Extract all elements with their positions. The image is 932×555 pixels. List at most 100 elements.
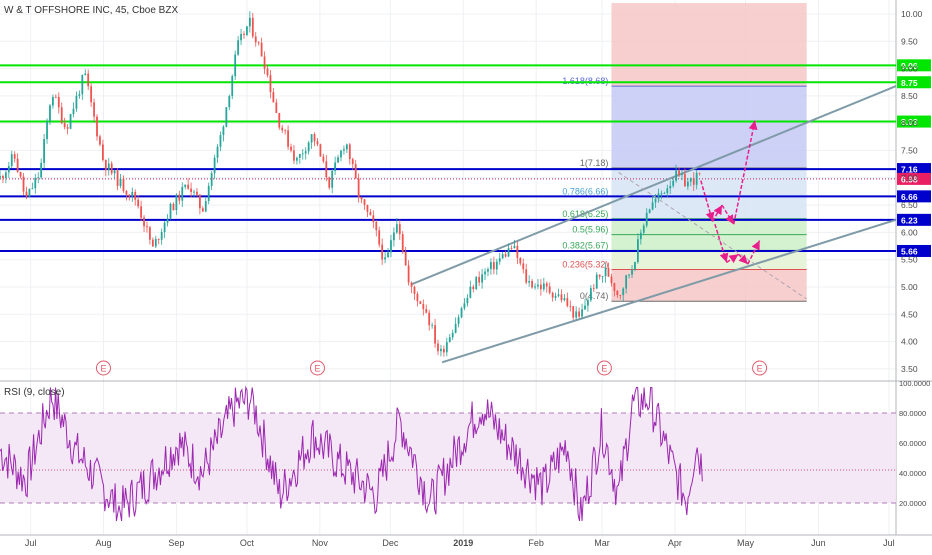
- candle-body: [0, 175, 1, 178]
- price-axis-tick-label: 9.50: [901, 36, 918, 46]
- candle-body: [375, 222, 378, 231]
- time-axis-tick-label: Oct: [240, 538, 255, 548]
- time-axis-tick-label: Sep: [168, 538, 184, 548]
- candle-body: [84, 73, 87, 75]
- earnings-event-marker[interactable]: [752, 360, 768, 376]
- candle-body: [416, 293, 419, 302]
- time-axis-tick-label: Dec: [382, 538, 399, 548]
- candle-body: [101, 144, 104, 160]
- candle-body: [537, 284, 539, 287]
- scenario-arrow[interactable]: [721, 204, 735, 225]
- candle-body: [357, 178, 360, 198]
- level-price-tag-text: 7.16: [901, 165, 918, 175]
- candle-body: [298, 153, 301, 158]
- price-axis-tick-label: 8.00: [901, 118, 918, 128]
- channel-line[interactable]: [441, 218, 897, 364]
- level-price-tag-text: 8.03: [901, 117, 918, 127]
- candle-body: [104, 159, 107, 171]
- rsi-axis-tick-label: 20.0000: [899, 499, 926, 508]
- level-price-tag: [897, 76, 931, 89]
- candle-body: [140, 206, 143, 218]
- candle-body: [72, 108, 75, 115]
- earnings-event-marker[interactable]: [596, 360, 612, 376]
- candle-body: [7, 166, 10, 173]
- scenario-arrow[interactable]: [726, 253, 739, 264]
- candle-body: [675, 170, 678, 181]
- candle-body: [19, 171, 22, 177]
- candle-body: [534, 286, 536, 288]
- candle-body: [378, 230, 381, 245]
- candle-body: [78, 94, 81, 96]
- candle-body: [301, 153, 304, 155]
- scenario-arrow[interactable]: [747, 240, 761, 265]
- candle-body: [207, 185, 210, 202]
- price-axis-tick-label: 3.50: [901, 364, 918, 374]
- candle-body: [228, 95, 231, 108]
- candle-body: [137, 199, 140, 207]
- candle-body: [146, 226, 148, 228]
- candle-body: [90, 86, 93, 103]
- candle-body: [69, 114, 72, 129]
- candle-body: [119, 178, 122, 187]
- fib-zone: [611, 269, 807, 302]
- candle-body: [196, 191, 198, 195]
- candle-body: [607, 268, 610, 277]
- rsi-axis-tick-label: 40.0000: [899, 469, 926, 478]
- candle-body: [193, 191, 195, 193]
- candle-body: [557, 294, 560, 296]
- candle-body: [545, 283, 548, 287]
- candle-body: [54, 96, 57, 98]
- candle-body: [157, 238, 160, 240]
- scenario-arrow[interactable]: [700, 180, 715, 222]
- candle-body: [354, 164, 357, 179]
- candle-body: [589, 288, 592, 301]
- price-axis-tick-label: 4.50: [901, 309, 918, 319]
- time-axis-tick-label: May: [737, 538, 755, 548]
- earnings-event-label: E: [757, 364, 763, 374]
- price-axis-tick-label: 10.00: [901, 9, 923, 19]
- channel-line[interactable]: [411, 85, 897, 286]
- earnings-event-marker[interactable]: [95, 360, 111, 376]
- scenario-arrow[interactable]: [714, 223, 729, 263]
- candle-body: [198, 194, 201, 209]
- candle-body: [278, 113, 281, 128]
- candle-body: [692, 178, 695, 185]
- price-axis-tick-label: 6.00: [901, 227, 918, 237]
- fib-level-label: 1(7.18): [580, 158, 609, 168]
- fib-level-label: 0.5(5.96): [572, 225, 608, 235]
- candle-body: [387, 252, 389, 258]
- time-axis-tick-label: Jun: [811, 538, 826, 548]
- candle-body: [304, 151, 307, 154]
- candle-body: [345, 144, 348, 150]
- dashed-trend-line: [618, 171, 807, 300]
- candle-body: [598, 274, 601, 277]
- candle-body: [190, 188, 192, 193]
- candle-body: [143, 217, 145, 227]
- candle-body: [669, 185, 672, 189]
- earnings-event-label: E: [314, 364, 320, 374]
- candle-body: [75, 95, 78, 109]
- candle-body: [2, 175, 4, 179]
- candle-body: [581, 309, 583, 317]
- rsi-line[interactable]: [0, 385, 703, 522]
- candle-body: [457, 317, 460, 324]
- candle-body: [313, 134, 316, 142]
- candle-body: [634, 262, 636, 270]
- candle-body: [169, 203, 172, 219]
- candle-body: [413, 286, 416, 294]
- fib-zone: [611, 86, 807, 168]
- candle-body: [648, 209, 651, 213]
- price-axis-tick-label: 7.50: [901, 146, 918, 156]
- candle-body: [695, 172, 698, 185]
- fib-level-label: 0.236(5.32): [562, 260, 608, 270]
- candle-body: [660, 193, 663, 195]
- level-price-tag-text: 8.75: [901, 78, 918, 88]
- earnings-event-marker[interactable]: [309, 360, 325, 376]
- time-axis-tick-label: Nov: [312, 538, 329, 548]
- candle-body: [225, 107, 228, 127]
- candle-body: [384, 257, 386, 260]
- candle-body: [52, 96, 54, 106]
- scenario-arrow[interactable]: [737, 253, 749, 265]
- scenario-arrow[interactable]: [711, 204, 723, 222]
